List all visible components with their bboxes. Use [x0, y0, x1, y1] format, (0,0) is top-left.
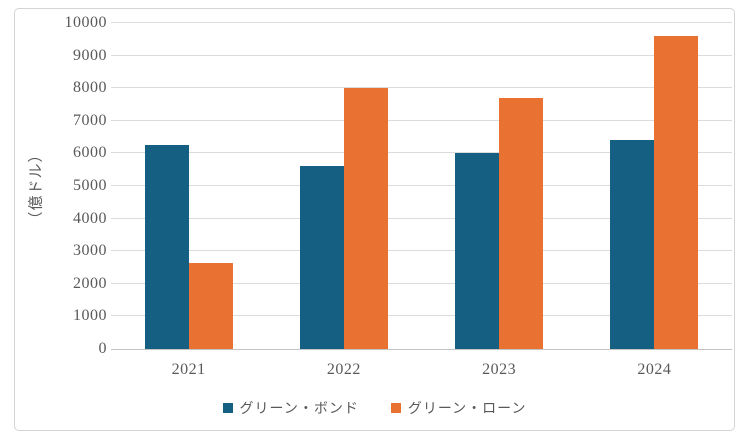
x-tick-label: 2021: [171, 361, 206, 378]
gridline: [111, 22, 732, 23]
x-axis-labels: 2021 2022 2023 2024: [111, 361, 732, 379]
plot-area: [111, 22, 732, 350]
chart-frame: （億ドル） 0 1000 2000 3000 4000 5000 6000 7000 8000 9…: [14, 8, 735, 431]
bar-2022-グリーン・ローン: [343, 88, 388, 349]
legend-label: グリーン・ローン: [407, 402, 527, 417]
y-tick-label: 2000: [73, 274, 107, 292]
legend: グリーン・ボンド グリーン・ローン: [15, 398, 734, 418]
y-tick-label: 3000: [73, 242, 107, 260]
legend-swatch: [222, 403, 233, 413]
bar-group-2024: [577, 23, 732, 349]
bar-group-2022: [266, 23, 421, 349]
bar-2023-グリーン・ボンド: [455, 153, 500, 349]
y-tick-label: 7000: [73, 111, 107, 129]
gridline: [111, 152, 732, 154]
gridline: [111, 185, 732, 186]
bar-2022-グリーン・ボンド: [299, 166, 344, 349]
y-axis-title: （億ドル）: [17, 23, 53, 349]
bar-group-2021: [111, 23, 266, 349]
legend-label: グリーン・ボンド: [239, 402, 359, 417]
gridline: [111, 282, 732, 284]
bar-groups: [111, 23, 732, 349]
gridline: [111, 87, 732, 89]
y-axis-title-text: （億ドル）: [28, 145, 45, 227]
y-tick-label: 1000: [73, 307, 107, 325]
y-tick-label: 10000: [64, 14, 107, 31]
y-tick-label: 9000: [73, 46, 107, 64]
bar-2024-グリーン・ボンド: [610, 140, 655, 349]
bar-2024-グリーン・ローン: [654, 36, 699, 349]
y-tick-label: 8000: [73, 79, 107, 97]
gridline: [111, 250, 732, 252]
gridline: [111, 119, 732, 121]
y-tick-label: 4000: [73, 209, 107, 227]
legend-item: グリーン・ローン: [390, 398, 527, 418]
x-tick-label: 2023: [482, 361, 517, 378]
x-tick-label: 2022: [326, 361, 361, 378]
bar-group-2023: [422, 23, 577, 349]
x-tick-label: 2024: [637, 361, 672, 378]
legend-swatch: [390, 403, 401, 413]
gridline: [111, 217, 732, 219]
bar-2023-グリーン・ローン: [499, 97, 544, 349]
y-tick-label: 0: [98, 340, 107, 357]
y-tick-label: 5000: [73, 177, 107, 194]
gridline: [111, 315, 732, 317]
y-tick-label: 6000: [73, 144, 107, 162]
y-axis-labels: 0 1000 2000 3000 4000 5000 6000 7000 8000 9000 100…: [49, 15, 107, 357]
legend-item: グリーン・ボンド: [222, 398, 359, 418]
bar-2021-グリーン・ローン: [188, 262, 233, 349]
bar-2021-グリーン・ボンド: [144, 145, 189, 349]
gridline: [111, 54, 732, 56]
